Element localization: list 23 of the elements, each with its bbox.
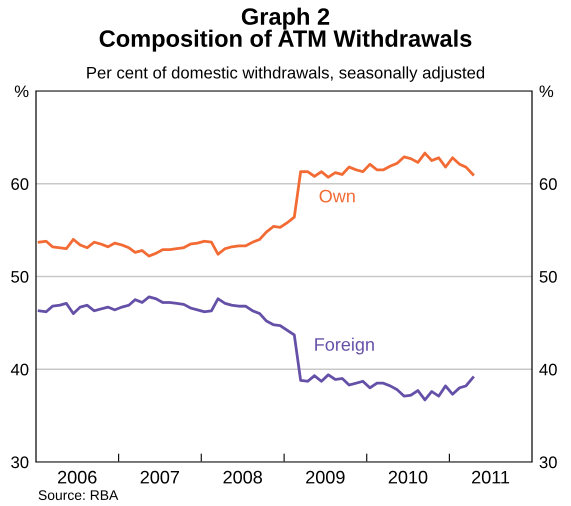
y2-tick-label: 30 (540, 456, 557, 468)
x-tick-label: 2007 (140, 470, 180, 484)
y-tick-label: 40 (10, 364, 28, 376)
x-tick-label: 2009 (306, 470, 345, 484)
series-label: Own (320, 190, 355, 202)
y2-tick-label: 40 (539, 364, 557, 376)
series-label: Foreign (315, 338, 374, 354)
y2-tick-label: 50 (540, 270, 557, 283)
y2-tick-label: 60 (540, 178, 557, 190)
x-tick-label: 2010 (388, 470, 428, 484)
x-tick-label: 2008 (224, 470, 262, 484)
y2-tick-label: % (540, 85, 554, 98)
line-series (38, 152, 474, 258)
x-tick-label: 2006 (58, 470, 96, 484)
x-tick-label: 2011 (472, 470, 510, 484)
y-tick-label: 50 (11, 270, 28, 283)
y-tick-label: % (14, 85, 28, 98)
chart-subtitle: Per cent of domestic withdrawals, seasonally adjusted (87, 66, 484, 82)
chart-title: Graph 2 Composition of ATM Withdrawals (100, 8, 472, 52)
y-tick-label: 30 (11, 456, 28, 468)
source-note: Source: RBA (38, 490, 118, 500)
y-tick-label: 60 (11, 178, 28, 190)
line-series (38, 296, 474, 402)
